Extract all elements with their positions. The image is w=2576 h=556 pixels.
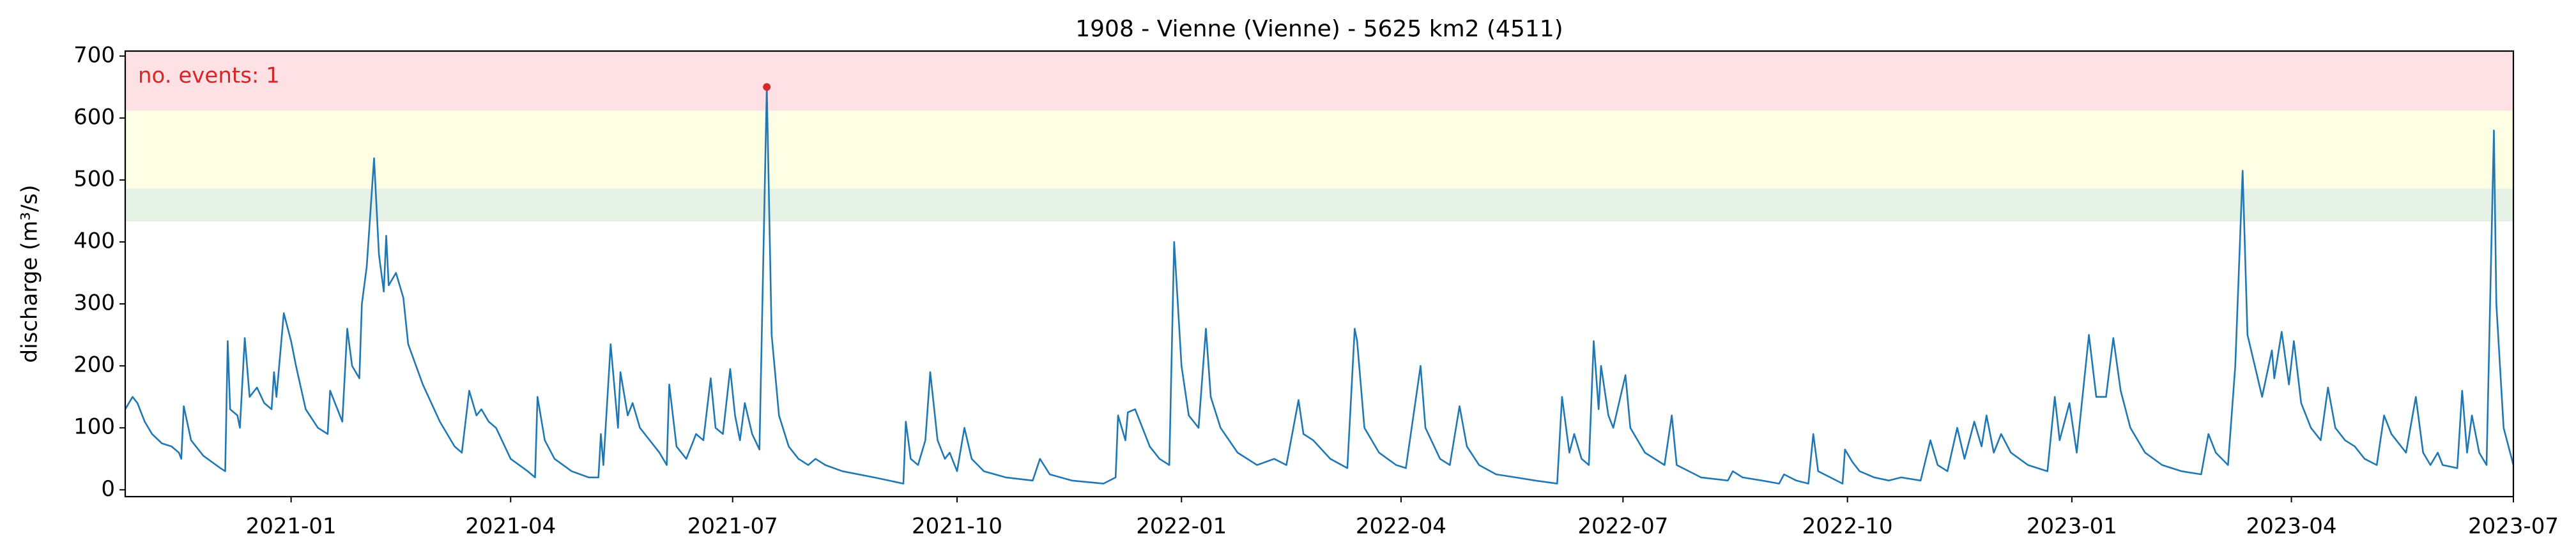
x-tick-label: 2023-07 [2468,514,2559,539]
y-axis-label: discharge (m³/s) [17,185,43,363]
discharge-line [124,86,2515,485]
y-tick-label: 100 [73,414,115,440]
event-marker [763,83,771,91]
x-tick-label: 2021-07 [687,514,778,539]
y-tick-label: 300 [73,290,115,316]
y-tick-label: 200 [73,352,115,378]
x-tick-label: 2021-10 [912,514,1002,539]
threshold-band [125,51,2513,111]
x-tick-label: 2022-01 [1136,514,1227,539]
plot-frame [124,50,2515,498]
y-tick-label: 700 [73,42,115,68]
x-tick-label: 2022-07 [1577,514,1668,539]
annotation: no. events: 1 [138,63,280,89]
x-tick-label: 2022-10 [1802,514,1893,539]
y-tick-label: 600 [73,104,115,130]
y-tick-label: 500 [73,166,115,192]
threshold-band [125,188,2513,222]
y-tick-label: 0 [101,476,115,502]
x-tick-label: 2023-04 [2246,514,2337,539]
x-tick-label: 2021-01 [246,514,337,539]
x-tick-label: 2021-04 [465,514,556,539]
chart-title: 1908 - Vienne (Vienne) - 5625 km2 (4511) [1075,16,1563,42]
x-tick-label: 2023-01 [2027,514,2117,539]
threshold-band [125,110,2513,189]
y-tick-label: 400 [73,229,115,254]
x-tick-label: 2022-04 [1356,514,1446,539]
